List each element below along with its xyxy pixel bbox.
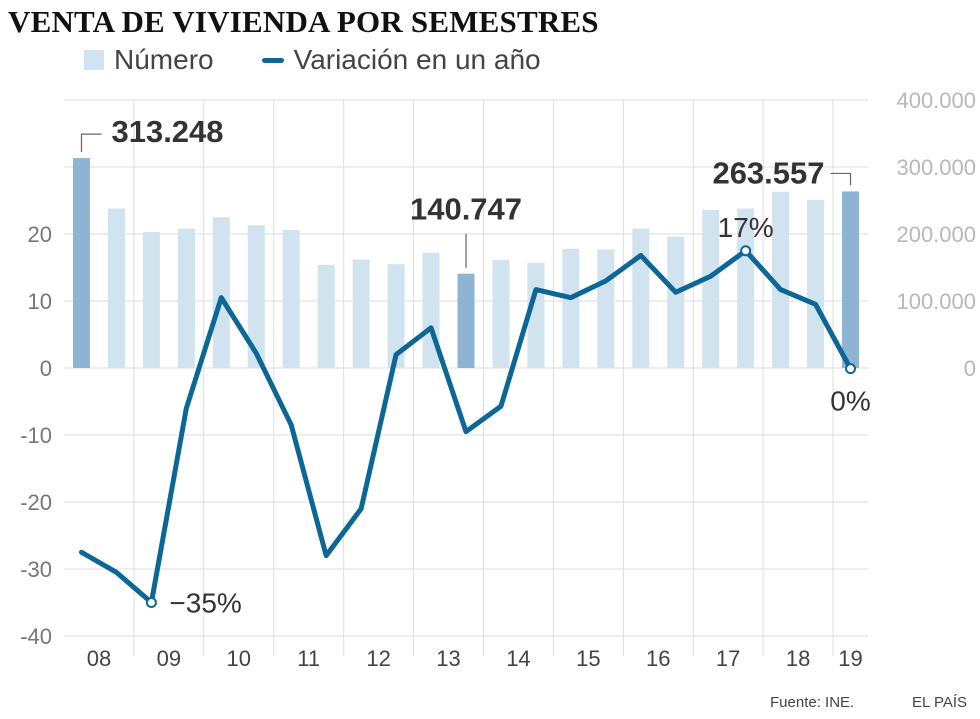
y-tick-label-left: -20 bbox=[20, 490, 52, 515]
bar-numero bbox=[352, 259, 370, 368]
annotations-layer: 313.248 140.747 263.557 −35% 17% 0% bbox=[80, 114, 871, 619]
leader-line bbox=[830, 172, 852, 186]
line-value-label: 17% bbox=[718, 212, 774, 243]
y-tick-label-right: 0 bbox=[964, 356, 976, 381]
legend-item-numero: Número bbox=[84, 44, 214, 76]
x-tick-label: 17 bbox=[716, 646, 740, 671]
legend-swatch-bar bbox=[84, 50, 104, 70]
bar-numero bbox=[177, 228, 195, 368]
line-marker bbox=[145, 597, 157, 608]
bar-value-label: 263.557 bbox=[712, 155, 824, 190]
bar-value-label: 140.747 bbox=[410, 192, 522, 227]
leader-line bbox=[80, 133, 102, 153]
y-tick-label-right: 400.000 bbox=[896, 88, 976, 113]
legend-label-variacion: Variación en un año bbox=[293, 44, 541, 75]
bar-numero bbox=[807, 199, 825, 368]
line-value-label: −35% bbox=[169, 588, 241, 619]
x-tick-label: 09 bbox=[157, 646, 181, 671]
legend-label-numero: Número bbox=[114, 44, 214, 75]
x-tick-label: 18 bbox=[786, 646, 810, 671]
x-tick-label: 13 bbox=[436, 646, 460, 671]
line-marker bbox=[740, 245, 752, 257]
legend-swatch-line bbox=[261, 57, 284, 63]
bar-numero bbox=[212, 217, 230, 368]
bar-numero bbox=[667, 236, 685, 368]
x-tick-label: 11 bbox=[297, 646, 320, 671]
legend-item-variacion: Variación en un año bbox=[261, 44, 541, 76]
bar-numero bbox=[72, 158, 90, 368]
source-note: Fuente: INE. bbox=[770, 694, 855, 711]
y-tick-label-left: 0 bbox=[40, 356, 52, 381]
bar-numero bbox=[317, 264, 335, 368]
bar-numero bbox=[772, 191, 790, 368]
x-tick-label: 19 bbox=[838, 646, 862, 671]
line-variacion bbox=[78, 248, 854, 605]
x-tick-label: 16 bbox=[646, 646, 670, 671]
line-marker bbox=[845, 363, 857, 375]
bar-numero bbox=[562, 248, 580, 368]
y-tick-label-right: 300.000 bbox=[896, 155, 976, 180]
y-tick-label-left: -30 bbox=[20, 557, 52, 582]
line-layer bbox=[78, 248, 854, 605]
line-value-label: 0% bbox=[830, 386, 870, 417]
x-tick-label: 15 bbox=[576, 646, 600, 671]
bar-numero bbox=[282, 229, 300, 368]
y-tick-label-right: 200.000 bbox=[896, 222, 976, 247]
y-tick-label-left: 10 bbox=[28, 289, 52, 314]
x-tick-label: 08 bbox=[87, 646, 111, 671]
y-tick-label-left: 20 bbox=[28, 222, 52, 247]
bar-numero bbox=[457, 273, 475, 368]
bars-layer bbox=[72, 158, 860, 368]
bar-numero bbox=[632, 228, 650, 368]
x-tick-label: 14 bbox=[506, 646, 530, 671]
bar-numero bbox=[492, 260, 510, 368]
bar-numero bbox=[142, 231, 160, 368]
chart-legend: Número Variación en un año bbox=[84, 44, 589, 76]
chart-title: VENTA DE VIVIENDA POR SEMESTRES bbox=[8, 4, 599, 39]
y-tick-label-left: -10 bbox=[20, 423, 52, 448]
bar-value-label: 313.248 bbox=[111, 114, 223, 149]
bar-numero bbox=[247, 225, 265, 368]
axes-layer: 20 10 0 -10 -20 -30 -40 0 100.000 200.000 300.000 4… bbox=[20, 88, 976, 671]
x-tick-label: 12 bbox=[366, 646, 390, 671]
bar-numero bbox=[107, 208, 125, 368]
bar-numero bbox=[702, 209, 720, 368]
brand-logo: EL PAÍS bbox=[912, 694, 968, 711]
x-tick-label: 10 bbox=[227, 646, 251, 671]
y-tick-label-left: -40 bbox=[20, 624, 52, 649]
y-tick-label-right: 100.000 bbox=[896, 289, 976, 314]
bar-numero bbox=[597, 249, 615, 368]
bar-numero bbox=[842, 191, 860, 368]
bar-numero bbox=[387, 264, 405, 368]
